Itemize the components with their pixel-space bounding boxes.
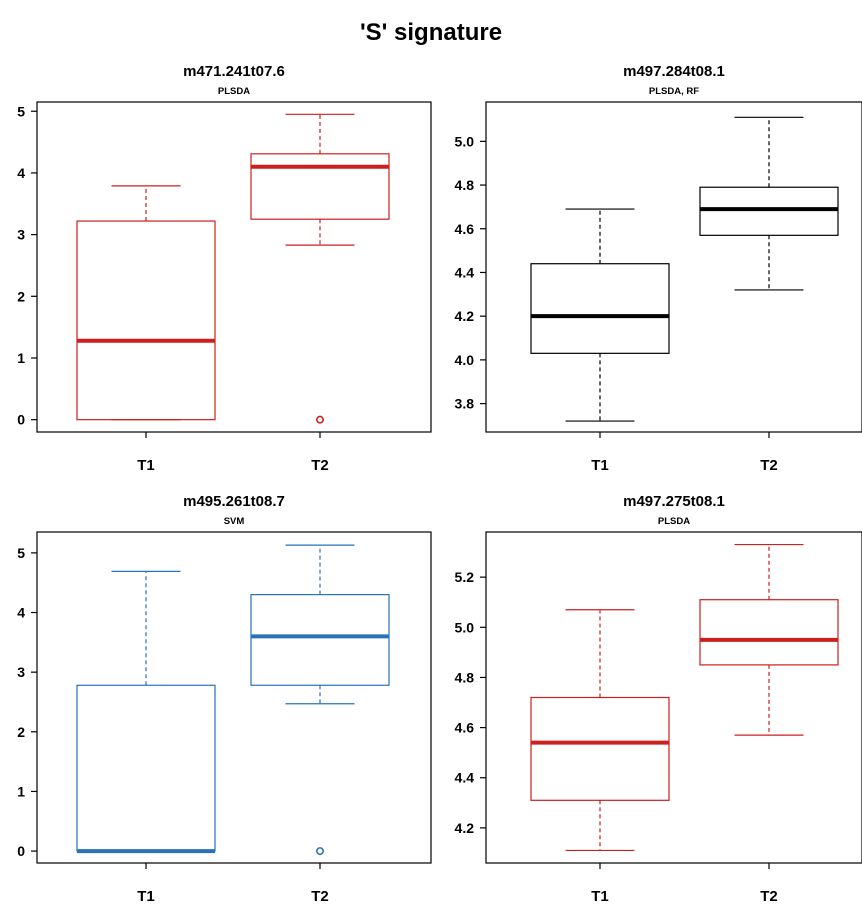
x-tick-label: T2	[311, 457, 329, 474]
panel-4: m497.275t08.1 PLSDA 4.2 4.4 4.6 4.8 5.0 5.2 T1 T2	[455, 493, 862, 905]
box-T2	[699, 543, 839, 736]
panel-subtitle: PLSDA	[218, 86, 250, 97]
plot-frame	[36, 101, 432, 433]
y-tick-label: 4.0	[455, 352, 475, 368]
y-tick-label: 3.8	[455, 396, 475, 412]
box-iqr	[250, 153, 390, 220]
outlier-point	[315, 847, 324, 856]
panel-subtitle: PLSDA	[658, 516, 690, 527]
y-tick-label: 3	[17, 227, 25, 243]
y-tick-label: 4.2	[455, 820, 475, 836]
y-tick-label: 5.2	[455, 569, 475, 585]
box-iqr	[76, 220, 216, 421]
y-tick-label: 4	[17, 605, 25, 621]
y-tick-label: 5	[17, 103, 25, 119]
y-tick-label: 4.8	[455, 669, 475, 685]
panel-title: m471.241t07.6	[183, 63, 285, 80]
y-tick-label: 1	[17, 783, 25, 799]
y-tick-label: 2	[17, 724, 25, 740]
x-tick-label: T1	[137, 457, 155, 474]
y-tick-label: 4.4	[455, 770, 475, 786]
x-tick-label: T2	[760, 457, 778, 474]
outlier-point	[315, 415, 324, 424]
y-tick-label: 1	[17, 350, 25, 366]
x-tick-label: T1	[591, 888, 609, 905]
box-T2	[250, 113, 390, 424]
x-tick-label: T2	[311, 888, 329, 905]
x-tick-label: T2	[760, 888, 778, 905]
panel-title: m497.284t08.1	[623, 63, 725, 80]
y-tick-label: 0	[17, 412, 25, 428]
box-iqr	[76, 684, 216, 852]
box-T1	[530, 609, 670, 852]
y-tick-label: 2	[17, 288, 25, 304]
panel-2: m497.284t08.1 PLSDA, RF 3.8 4.0 4.2 4.4 4.6 4.8…	[455, 63, 862, 474]
box-iqr	[530, 263, 670, 354]
panel-3: m495.261t08.7 SVM 0 1 2 3 4 5 T1 T2	[17, 493, 432, 905]
box-T2	[699, 116, 839, 291]
y-tick-label: 5	[17, 545, 25, 561]
y-tick-label: 4.4	[455, 264, 475, 280]
plot-frame	[485, 531, 862, 864]
panel-title: m495.261t08.7	[183, 493, 285, 510]
box-T1	[76, 570, 216, 854]
x-tick-label: T1	[137, 888, 155, 905]
box-T2	[250, 544, 390, 856]
box-iqr	[699, 599, 839, 666]
plot-frame	[36, 531, 432, 864]
y-tick-label: 3	[17, 664, 25, 680]
y-tick-label: 0	[17, 843, 25, 859]
panel-1: m471.241t07.6 PLSDA 0 1 2 3 4 5 T1 T2	[17, 63, 432, 474]
y-tick-label: 4.6	[455, 720, 475, 736]
x-tick-label: T1	[591, 457, 609, 474]
panel-subtitle: SVM	[224, 516, 245, 527]
box-T1	[530, 208, 670, 422]
box-iqr	[699, 186, 839, 236]
figure-title: 'S' signature	[360, 19, 502, 46]
plot-frame	[485, 101, 862, 433]
y-tick-label: 4.8	[455, 177, 475, 193]
y-tick-label: 5.0	[455, 619, 475, 635]
panel-subtitle: PLSDA, RF	[649, 86, 699, 97]
y-tick-label: 4.6	[455, 221, 475, 237]
box-iqr	[530, 696, 670, 801]
panel-title: m497.275t08.1	[623, 493, 725, 510]
box-T1	[76, 185, 216, 421]
y-tick-label: 4.2	[455, 308, 475, 324]
box-iqr	[250, 594, 390, 686]
y-tick-label: 4	[17, 165, 25, 181]
y-tick-label: 5.0	[455, 133, 475, 149]
